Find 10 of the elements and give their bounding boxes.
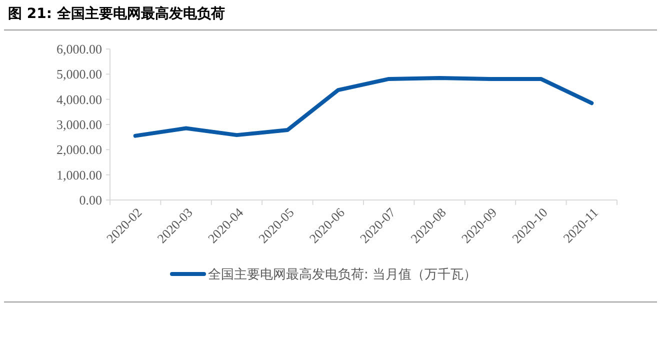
y-tick-label: 2,000.00 xyxy=(56,142,102,158)
line-series xyxy=(133,76,594,138)
y-tick-label: 0.00 xyxy=(79,192,102,208)
y-tick-label: 4,000.00 xyxy=(56,92,102,107)
y-tick-label: 3,000.00 xyxy=(56,117,102,132)
chart-title: 图 21: 全国主要电网最高发电负荷 xyxy=(8,5,225,22)
y-tick-label: 5,000.00 xyxy=(56,66,102,82)
legend-label: 全国主要电网最高发电负荷: 当月值（万千瓦） xyxy=(208,266,477,283)
y-tick-label: 1,000.00 xyxy=(56,167,102,182)
y-tick-label: 6,000.00 xyxy=(56,42,102,57)
